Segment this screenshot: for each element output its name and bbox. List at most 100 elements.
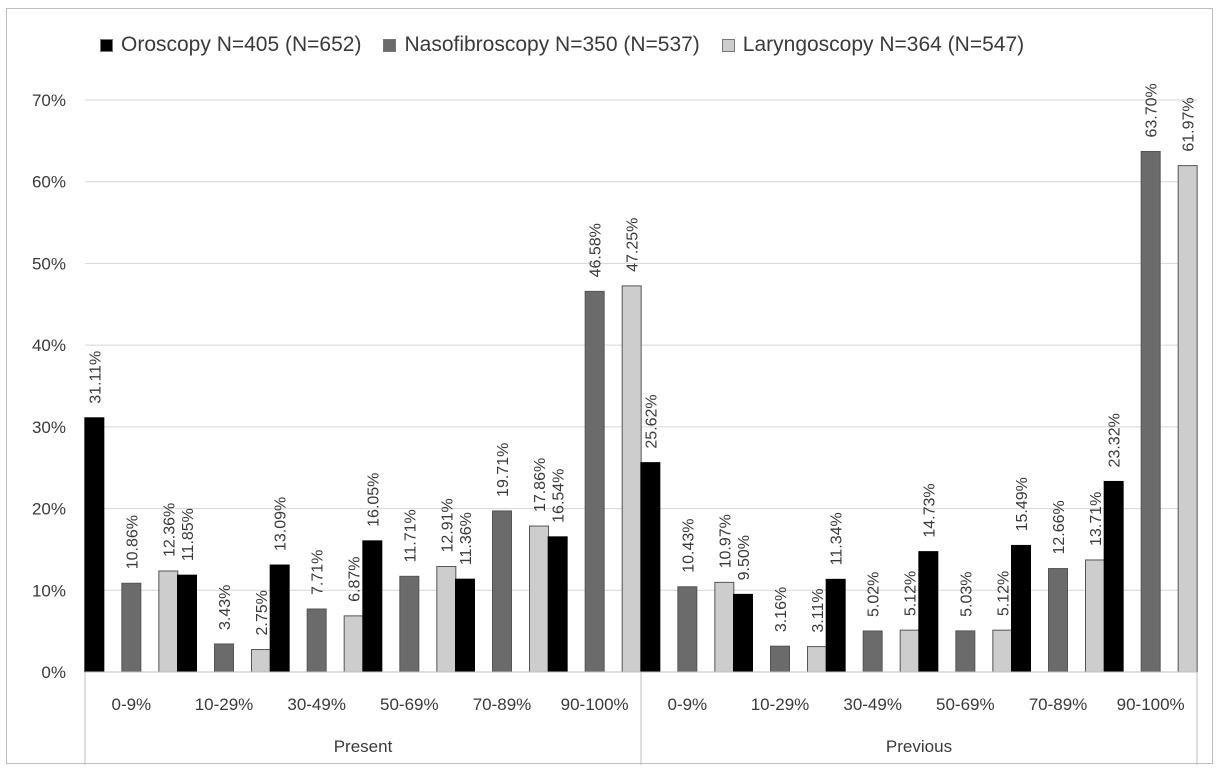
y-tick-label: 30%	[32, 418, 66, 437]
data-label: 7.71%	[310, 550, 327, 595]
group-label: Present	[334, 737, 393, 756]
bar	[677, 586, 698, 673]
y-tick-label: 0%	[41, 663, 66, 682]
data-label: 61.97%	[1181, 97, 1198, 151]
data-label: 3.16%	[773, 587, 790, 632]
x-category-label: 10-29%	[195, 695, 254, 714]
bar	[214, 643, 234, 673]
data-label: 5.12%	[903, 571, 920, 616]
data-label: 23.32%	[1107, 413, 1124, 467]
bar	[770, 645, 790, 673]
bar	[343, 615, 364, 673]
legend-label-oroscopy: Oroscopy N=405 (N=652)	[121, 33, 362, 56]
bar	[1103, 480, 1124, 673]
bar	[825, 578, 846, 673]
bar	[158, 570, 179, 673]
data-label: 16.05%	[365, 473, 382, 527]
bar	[955, 630, 976, 673]
bar	[306, 608, 327, 673]
x-category-label: 50-69%	[380, 695, 439, 714]
bar	[436, 566, 457, 673]
bar	[807, 646, 827, 673]
bar	[455, 578, 475, 673]
data-label: 11.71%	[402, 509, 419, 562]
bar	[621, 285, 642, 673]
bar	[1177, 165, 1198, 673]
x-category-label: 10-29%	[751, 695, 810, 714]
bar	[529, 525, 549, 673]
bar	[899, 629, 920, 673]
data-label: 17.86%	[532, 458, 549, 512]
chart-frame	[6, 8, 1213, 764]
data-label: 25.62%	[643, 394, 660, 448]
bar	[362, 540, 383, 673]
bar	[640, 462, 661, 673]
x-category-label: 30-49%	[843, 695, 902, 714]
data-label: 12.91%	[439, 498, 456, 552]
y-tick-label: 70%	[32, 91, 66, 110]
x-category-label: 90-100%	[561, 695, 629, 714]
bar	[269, 564, 290, 673]
bar	[714, 581, 735, 673]
x-category-label: 0-9%	[111, 695, 151, 714]
data-label: 2.75%	[254, 590, 271, 635]
bar	[918, 551, 939, 673]
data-label: 13.09%	[273, 497, 290, 551]
data-label: 13.71%	[1088, 492, 1105, 546]
data-label: 63.70%	[1144, 83, 1161, 137]
data-label: 10.86%	[124, 515, 141, 569]
x-category-label: 90-100%	[1117, 695, 1185, 714]
data-label: 10.43%	[680, 519, 697, 573]
legend-swatch-oroscopy	[100, 38, 113, 52]
data-label: 3.11%	[810, 588, 827, 632]
y-tick-label: 20%	[32, 500, 66, 519]
data-label: 19.71%	[495, 443, 512, 497]
bar	[492, 510, 512, 673]
bar	[584, 290, 605, 673]
bar	[121, 582, 142, 673]
data-label: 5.03%	[958, 572, 975, 617]
y-tick-label: 10%	[32, 581, 66, 600]
bar	[547, 536, 568, 673]
bar	[992, 629, 1013, 673]
legend-swatch-nasofibroscopy	[383, 38, 397, 52]
y-tick-label: 40%	[32, 336, 66, 355]
bar	[177, 574, 197, 673]
data-label: 31.11%	[87, 351, 104, 404]
x-category-label: 0-9%	[667, 695, 707, 714]
bar	[399, 575, 420, 673]
bar	[251, 649, 271, 673]
data-label: 46.58%	[588, 223, 605, 277]
legend: Oroscopy N=405 (N=652) Nasofibroscopy N=…	[100, 30, 1024, 60]
data-label: 12.66%	[1051, 500, 1068, 554]
data-label: 10.97%	[717, 514, 734, 568]
data-label: 3.43%	[217, 585, 234, 630]
bar	[1085, 559, 1105, 673]
group-label: Previous	[886, 737, 952, 756]
data-label: 15.49%	[1014, 477, 1031, 531]
y-tick-label: 50%	[32, 254, 66, 273]
data-label: 16.54%	[551, 469, 568, 523]
data-label: 5.02%	[866, 572, 883, 617]
bar	[1140, 150, 1161, 673]
data-label: 14.73%	[921, 483, 938, 537]
legend-item-oroscopy: Oroscopy N=405 (N=652)	[100, 33, 361, 57]
x-category-label: 30-49%	[287, 695, 346, 714]
data-label: 11.85%	[180, 508, 197, 561]
bar	[1011, 544, 1031, 673]
bar	[84, 417, 105, 673]
x-category-label: 70-89%	[1029, 695, 1088, 714]
legend-label-laryngoscopy: Laryngoscopy N=364 (N=547)	[742, 33, 1025, 56]
legend-item-laryngoscopy: Laryngoscopy N=364 (N=547)	[721, 33, 1025, 57]
bar	[862, 630, 883, 673]
y-tick-label: 60%	[32, 173, 66, 192]
x-category-label: 50-69%	[936, 695, 995, 714]
data-label: 47.25%	[625, 218, 642, 272]
data-label: 5.12%	[995, 571, 1012, 616]
data-label: 12.36%	[161, 503, 178, 557]
x-category-label: 70-89%	[473, 695, 532, 714]
legend-item-nasofibroscopy: Nasofibroscopy N=350 (N=537)	[383, 33, 700, 57]
bar	[733, 593, 753, 673]
data-label: 6.87%	[347, 556, 364, 601]
